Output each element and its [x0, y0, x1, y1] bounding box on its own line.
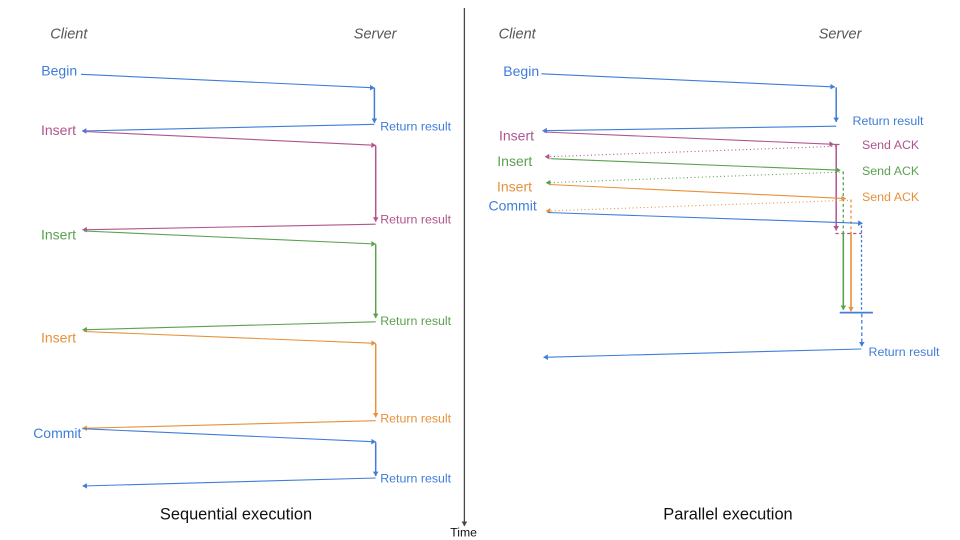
svg-text:Return result: Return result [380, 314, 451, 328]
svg-text:Time: Time [450, 525, 477, 539]
svg-text:Client: Client [50, 27, 88, 43]
svg-text:Send ACK: Send ACK [862, 164, 920, 178]
svg-text:Return result: Return result [869, 345, 940, 359]
svg-text:Insert: Insert [41, 329, 76, 345]
svg-text:Server: Server [354, 27, 398, 43]
svg-text:Return result: Return result [380, 411, 451, 425]
svg-text:Return result: Return result [853, 114, 924, 128]
svg-text:Return result: Return result [380, 471, 451, 485]
svg-text:Commit: Commit [489, 198, 537, 214]
svg-text:Return result: Return result [380, 212, 451, 226]
svg-text:Return result: Return result [380, 120, 451, 134]
svg-text:Insert: Insert [41, 226, 76, 242]
svg-text:Parallel execution: Parallel execution [663, 505, 792, 523]
svg-text:Sequential execution: Sequential execution [160, 505, 312, 523]
svg-text:Insert: Insert [497, 153, 532, 169]
svg-text:Insert: Insert [499, 128, 534, 144]
svg-text:Server: Server [819, 27, 863, 43]
svg-text:Commit: Commit [33, 425, 81, 441]
svg-text:Begin: Begin [503, 63, 539, 79]
svg-text:Insert: Insert [497, 178, 532, 194]
svg-text:Insert: Insert [41, 122, 76, 138]
svg-text:Begin: Begin [41, 63, 77, 79]
svg-text:Client: Client [499, 27, 537, 43]
svg-text:Send ACK: Send ACK [862, 138, 920, 152]
svg-text:Send ACK: Send ACK [862, 190, 920, 204]
